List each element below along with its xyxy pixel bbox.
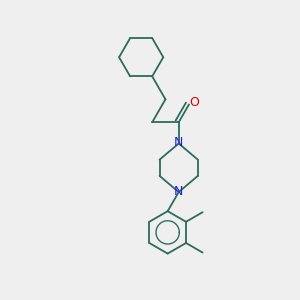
Text: N: N xyxy=(173,136,183,149)
Text: O: O xyxy=(189,96,199,109)
Text: N: N xyxy=(173,185,183,198)
